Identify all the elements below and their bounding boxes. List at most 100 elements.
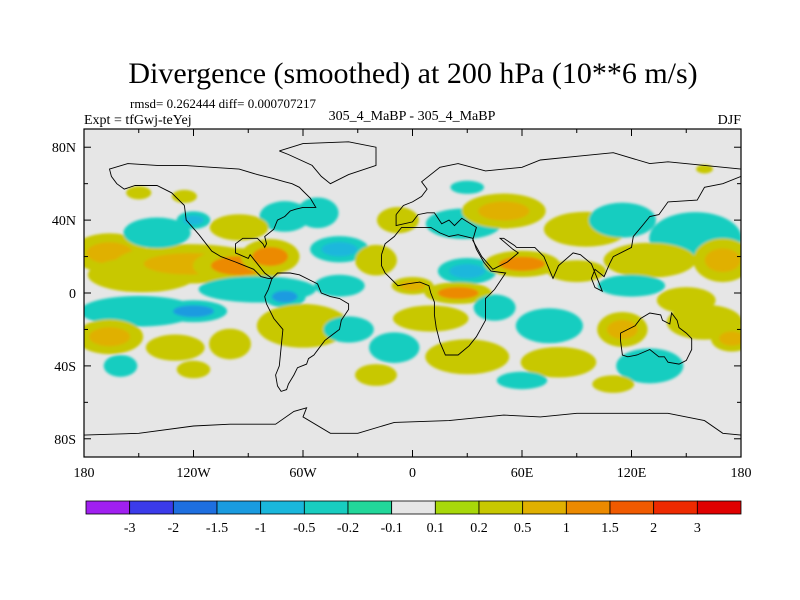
y-tick-label: 0 <box>69 287 76 302</box>
field-core-12 <box>271 290 298 303</box>
field-core-33 <box>437 287 479 299</box>
field-core-51 <box>183 364 204 375</box>
x-tick-label: 120W <box>176 466 211 481</box>
colorbar-swatch <box>172 500 218 515</box>
colorbar-swatch <box>303 500 349 515</box>
field-core-21 <box>363 251 389 269</box>
colorbar-label: -0.5 <box>293 521 315 536</box>
field-core-8 <box>304 204 331 222</box>
colorbar-label: -1 <box>255 521 267 536</box>
coastline-africa <box>381 226 507 356</box>
colorbar-swatch <box>129 500 174 515</box>
colorbar-label: -1.5 <box>206 521 228 536</box>
field-core-30 <box>449 264 486 279</box>
colorbar-swatch <box>216 500 262 515</box>
colorbar-swatch <box>565 500 611 515</box>
x-tick-label: 120E <box>617 466 647 481</box>
coastline-north-america <box>108 163 317 279</box>
colorbar-swatch <box>478 500 524 515</box>
field-core-19 <box>333 322 364 337</box>
colorbar-swatch <box>347 500 393 515</box>
field-core-32 <box>558 265 595 278</box>
colorbar-swatch <box>260 500 305 515</box>
field-core-49 <box>600 379 627 389</box>
colorbar-swatch <box>85 500 131 515</box>
field-core-4 <box>252 247 289 267</box>
colorbar-label: -0.1 <box>381 521 403 536</box>
field-core-28 <box>704 248 741 273</box>
field-core-54 <box>457 183 478 191</box>
field-core-15 <box>89 327 130 347</box>
field-core-14 <box>173 305 214 318</box>
y-tick-label: 80S <box>54 433 76 448</box>
field-core-16 <box>157 340 194 355</box>
field-core-35 <box>611 279 652 292</box>
colorbar-label: -0.2 <box>337 521 359 536</box>
coastline-south-america <box>264 272 350 392</box>
field-core-40 <box>607 319 638 339</box>
colorbar-swatch <box>522 500 567 515</box>
stats-line: rmsd= 0.262444 diff= 0.000707217 <box>130 96 316 111</box>
colorbar-swatch <box>434 500 480 515</box>
x-axis: 180 120W 60W 0 60E 120E 180 <box>74 129 752 481</box>
y-axis: 80N 40N 0 40S 80S <box>52 141 741 448</box>
y-tick-label: 80N <box>52 141 76 156</box>
field-core-50 <box>110 359 131 372</box>
colorbar-label: 0.1 <box>427 521 445 536</box>
colorbar-label: 0.5 <box>514 521 532 536</box>
field-core-5 <box>136 224 178 242</box>
colorbar-label: 0.2 <box>470 521 488 536</box>
field-core-46 <box>719 331 741 346</box>
field-core-47 <box>363 369 389 381</box>
coastline-eurasia <box>395 152 741 293</box>
colorbar-swatch <box>609 500 655 515</box>
colorbar-label: 1 <box>563 521 570 536</box>
field-core-41 <box>681 312 728 332</box>
colorbar-swatch <box>653 500 698 515</box>
field-core-53 <box>176 192 193 200</box>
coastline-australia <box>620 311 693 365</box>
field-core-29 <box>621 250 678 270</box>
field-core-55 <box>699 166 710 172</box>
field-core-45 <box>629 356 671 376</box>
field-core-26 <box>601 210 643 230</box>
divergence-field <box>84 164 741 393</box>
map-panel <box>83 128 742 458</box>
field-core-52 <box>131 189 147 197</box>
field-core-18 <box>274 313 332 338</box>
field-core-39 <box>528 316 570 336</box>
coastline-greenland <box>279 141 377 185</box>
experiment-label: Expt = tfGwj-teYej <box>84 113 192 128</box>
colorbar-swatch <box>391 500 436 515</box>
field-core-31 <box>499 256 545 271</box>
field-core-48 <box>506 375 538 386</box>
field-core-20 <box>324 279 355 292</box>
x-tick-label: 0 <box>409 466 416 481</box>
field-core-10 <box>321 242 358 257</box>
colorbar-label: 3 <box>694 521 701 536</box>
comparison-label: 305_4_MaBP - 305_4_MaBP <box>329 109 496 124</box>
x-tick-label: 60W <box>289 466 317 481</box>
field-core-42 <box>378 339 410 356</box>
x-tick-label: 60E <box>511 466 534 481</box>
field-core-9 <box>221 220 258 235</box>
field-core-34 <box>399 280 426 291</box>
colorbar-label: -3 <box>124 521 136 536</box>
colorbar-swatch <box>696 500 742 515</box>
colorbar: -3 -2 -1.5 -1 -0.5 -0.2 -0.1 0.1 0.2 0.5 1 1.5 2 3 <box>85 500 742 536</box>
x-tick-label: 180 <box>74 466 95 481</box>
coastlines <box>84 141 741 457</box>
field-core-17 <box>217 335 243 353</box>
field-core-24 <box>478 201 530 221</box>
season-label: DJF <box>718 113 742 128</box>
field-core-13 <box>102 302 175 320</box>
colorbar-label: 2 <box>650 521 657 536</box>
y-tick-label: 40N <box>52 214 76 229</box>
coastline-antarctica <box>84 407 741 457</box>
field-core-44 <box>535 353 582 371</box>
field-core-38 <box>481 300 508 315</box>
colorbar-label: 1.5 <box>601 521 619 536</box>
field-core-43 <box>441 347 493 367</box>
colorbar-label: -2 <box>167 521 179 536</box>
